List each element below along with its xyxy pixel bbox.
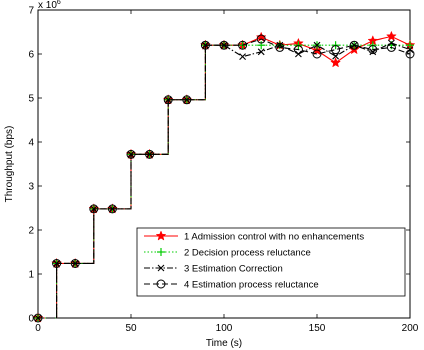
y-tick-label: 4 bbox=[28, 138, 34, 149]
x-tick-label: 50 bbox=[125, 323, 137, 334]
series-1-point bbox=[386, 30, 397, 41]
y-tick-label: 1 bbox=[28, 270, 34, 281]
series-4-point bbox=[238, 40, 248, 50]
series-4-point bbox=[275, 42, 285, 52]
series-4-point bbox=[219, 40, 229, 50]
legend-entry-1: 1 Admission control with no enhancements bbox=[144, 230, 364, 243]
series-4-point bbox=[386, 42, 396, 52]
legend-marker bbox=[156, 279, 166, 289]
series-2-point bbox=[257, 41, 266, 50]
series-4-point bbox=[163, 95, 173, 105]
series-4-point bbox=[145, 149, 155, 159]
series-4-point bbox=[349, 40, 359, 50]
legend-box bbox=[136, 227, 406, 297]
series-4 bbox=[33, 34, 415, 323]
legend-entry-4: 4 Estimation process reluctance bbox=[144, 279, 319, 291]
series-3-point bbox=[350, 41, 358, 49]
legend: 1 Admission control with no enhancements… bbox=[136, 227, 406, 297]
x-tick-label: 0 bbox=[35, 323, 41, 334]
legend-marker bbox=[155, 230, 167, 241]
series-4-point bbox=[312, 49, 322, 59]
legend-marker bbox=[157, 248, 165, 256]
series-3-point bbox=[220, 41, 228, 49]
legend-marker bbox=[157, 264, 165, 272]
series-4-point bbox=[331, 45, 341, 55]
series-3-point bbox=[202, 41, 209, 49]
y-tick-label: 0 bbox=[28, 314, 34, 325]
series-3-point bbox=[164, 96, 172, 104]
y-tick-label: 6 bbox=[28, 50, 34, 61]
legend-label: 3 Estimation Correction bbox=[184, 264, 283, 275]
series-4-point bbox=[52, 258, 62, 268]
legend-entry-3: 3 Estimation Correction bbox=[144, 264, 283, 275]
series-4-line bbox=[38, 38, 411, 319]
series-4-point bbox=[89, 204, 99, 214]
series-3-point bbox=[332, 52, 339, 60]
series-4-point bbox=[182, 95, 192, 105]
series-2-point bbox=[406, 41, 414, 50]
y-axis-label: Throughput (bps) bbox=[4, 126, 15, 203]
series-3-point bbox=[183, 96, 191, 104]
series-3-point bbox=[239, 53, 246, 61]
x-tick-label: 100 bbox=[216, 323, 233, 334]
legend-entry-2: 2 Decision process reluctance bbox=[144, 248, 311, 259]
y-tick-label: 5 bbox=[28, 94, 34, 105]
legend-items: 1 Admission control with no enhancements… bbox=[144, 230, 364, 291]
series-4-point bbox=[107, 204, 117, 214]
series-4-point bbox=[368, 45, 378, 55]
series-4-point bbox=[33, 313, 43, 323]
series-1-point bbox=[330, 57, 341, 68]
series-4-point bbox=[405, 49, 415, 59]
series-4-point bbox=[200, 40, 210, 50]
series-4-point bbox=[256, 34, 266, 44]
series-3-point bbox=[313, 41, 321, 49]
series-3-point bbox=[276, 41, 284, 49]
series-4-point bbox=[70, 258, 80, 268]
x-tick-label: 150 bbox=[309, 323, 326, 334]
legend-label: 1 Admission control with no enhancements bbox=[184, 232, 364, 243]
y-tick-label: 2 bbox=[28, 226, 34, 237]
series-4-point bbox=[293, 45, 303, 55]
legend-label: 2 Decision process reluctance bbox=[184, 248, 311, 259]
legend-label: 4 Estimation process reluctance bbox=[184, 280, 319, 291]
series-4-point bbox=[126, 149, 136, 159]
y-axis-multiplier: x 106 bbox=[38, 0, 61, 11]
y-tick-label: 3 bbox=[28, 182, 34, 193]
y-axis-ticks: 0 1 2 3 4 5 6 7 bbox=[28, 6, 410, 325]
y-tick-label: 7 bbox=[28, 6, 34, 17]
x-tick-label: 200 bbox=[402, 323, 419, 334]
x-axis-label: Time (s) bbox=[206, 338, 242, 349]
series-3-point bbox=[257, 48, 265, 56]
series-layer bbox=[32, 30, 416, 323]
